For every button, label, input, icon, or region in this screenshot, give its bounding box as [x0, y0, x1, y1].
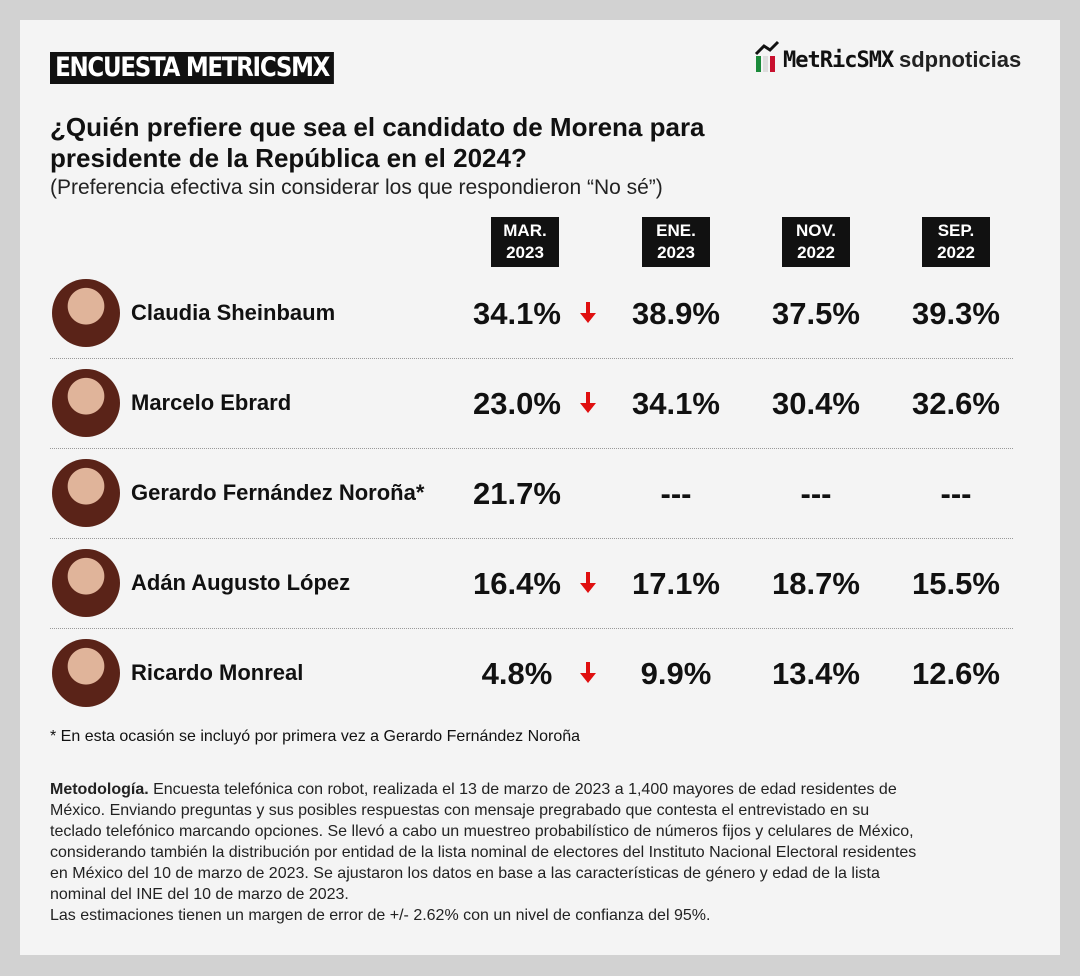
methodology-text: Las estimaciones tienen un margen de err… [50, 907, 711, 924]
column-header: SEP. 2022 [922, 217, 990, 267]
methodology-text: en México del 10 de marzo de 2023. Se aj… [50, 865, 880, 882]
down-arrow [580, 302, 596, 323]
column-header: MAR. 2023 [491, 217, 559, 267]
value-cell: 38.9% [632, 296, 720, 331]
partner-logo: sdpnoticias [899, 47, 1022, 72]
candidate-name: Adán Augusto López [131, 570, 351, 595]
value-cell: 16.4% [473, 566, 561, 601]
header-month: NOV. [795, 221, 836, 240]
candidate-name: Gerardo Fernández Noroña* [131, 480, 425, 505]
column-header: NOV. 2022 [782, 217, 850, 267]
methodology-label: Metodología. [50, 781, 149, 798]
value-cell: 34.1% [473, 296, 561, 331]
avatar [52, 549, 120, 617]
title-line: presidente de la República en el 2024? [50, 143, 527, 173]
value-cell: 18.7% [772, 566, 860, 601]
methodology-line: teclado telefónico marcando opciones. Se… [50, 822, 914, 842]
subtitle: (Preferencia efectiva sin considerar los… [50, 176, 663, 199]
methodology-line: considerando también la distribución por… [50, 843, 916, 863]
methodology-text: considerando también la distribución por… [50, 844, 917, 861]
methodology-line: Las estimaciones tienen un margen de err… [50, 906, 710, 926]
badge: ENCUESTA METRICSMX [50, 52, 335, 84]
down-arrow [580, 572, 596, 593]
value-cell: 17.1% [632, 566, 720, 601]
value-cell: 4.8% [481, 656, 553, 691]
avatar [52, 279, 120, 347]
value-cell: 15.5% [912, 566, 1000, 601]
methodology-text: nominal del INE del 10 de marzo de 2023. [50, 886, 349, 903]
logo-icon [754, 40, 780, 72]
header-year: 2022 [797, 243, 835, 262]
avatar [52, 639, 120, 707]
value-cell: 37.5% [772, 296, 860, 331]
value-cell: --- [660, 476, 692, 511]
footnote: * En esta ocasión se incluyó por primera… [50, 728, 581, 745]
methodology-text: México. Enviando preguntas y sus posible… [50, 802, 870, 819]
value-cell: --- [800, 476, 832, 511]
value-cell: --- [940, 476, 972, 511]
methodology-line: en México del 10 de marzo de 2023. Se aj… [50, 864, 880, 884]
value-cell: 13.4% [772, 656, 860, 691]
header-year: 2022 [937, 243, 975, 262]
logo: MetRicSMX [783, 48, 894, 73]
candidate-name: Claudia Sheinbaum [131, 300, 336, 325]
value-cell: 30.4% [772, 386, 860, 421]
title-line: ¿Quién prefiere que sea el candidato de … [50, 112, 705, 142]
row-separator [50, 358, 1013, 359]
methodology-text: teclado telefónico marcando opciones. Se… [50, 823, 914, 840]
down-arrow [580, 662, 596, 683]
column-header: ENE. 2023 [642, 217, 710, 267]
methodology-line: México. Enviando preguntas y sus posible… [50, 801, 869, 821]
row-separator [50, 448, 1013, 449]
value-cell: 39.3% [912, 296, 1000, 331]
methodology-line: nominal del INE del 10 de marzo de 2023. [50, 885, 349, 905]
value-cell: 23.0% [473, 386, 561, 421]
candidate-name: Ricardo Monreal [131, 660, 304, 685]
header-month: ENE. [656, 221, 696, 240]
header-month: SEP. [937, 221, 975, 240]
value-cell: 34.1% [632, 386, 720, 421]
header-year: 2023 [657, 243, 695, 262]
value-cell: 12.6% [912, 656, 1000, 691]
value-cell: 21.7% [473, 476, 561, 511]
methodology-text: Encuesta telefónica con robot, realizada… [153, 781, 897, 798]
methodology-line: Metodología. Encuesta telefónica con rob… [50, 780, 897, 800]
value-cell: 9.9% [640, 656, 712, 691]
candidate-name: Marcelo Ebrard [131, 390, 292, 415]
row-separator [50, 538, 1013, 539]
header-year: 2023 [506, 243, 544, 262]
card [20, 20, 1060, 955]
header-month: MAR. [503, 221, 547, 240]
row-separator [50, 628, 1013, 629]
avatar [52, 459, 120, 527]
value-cell: 32.6% [912, 386, 1000, 421]
down-arrow [580, 392, 596, 413]
avatar [52, 369, 120, 437]
